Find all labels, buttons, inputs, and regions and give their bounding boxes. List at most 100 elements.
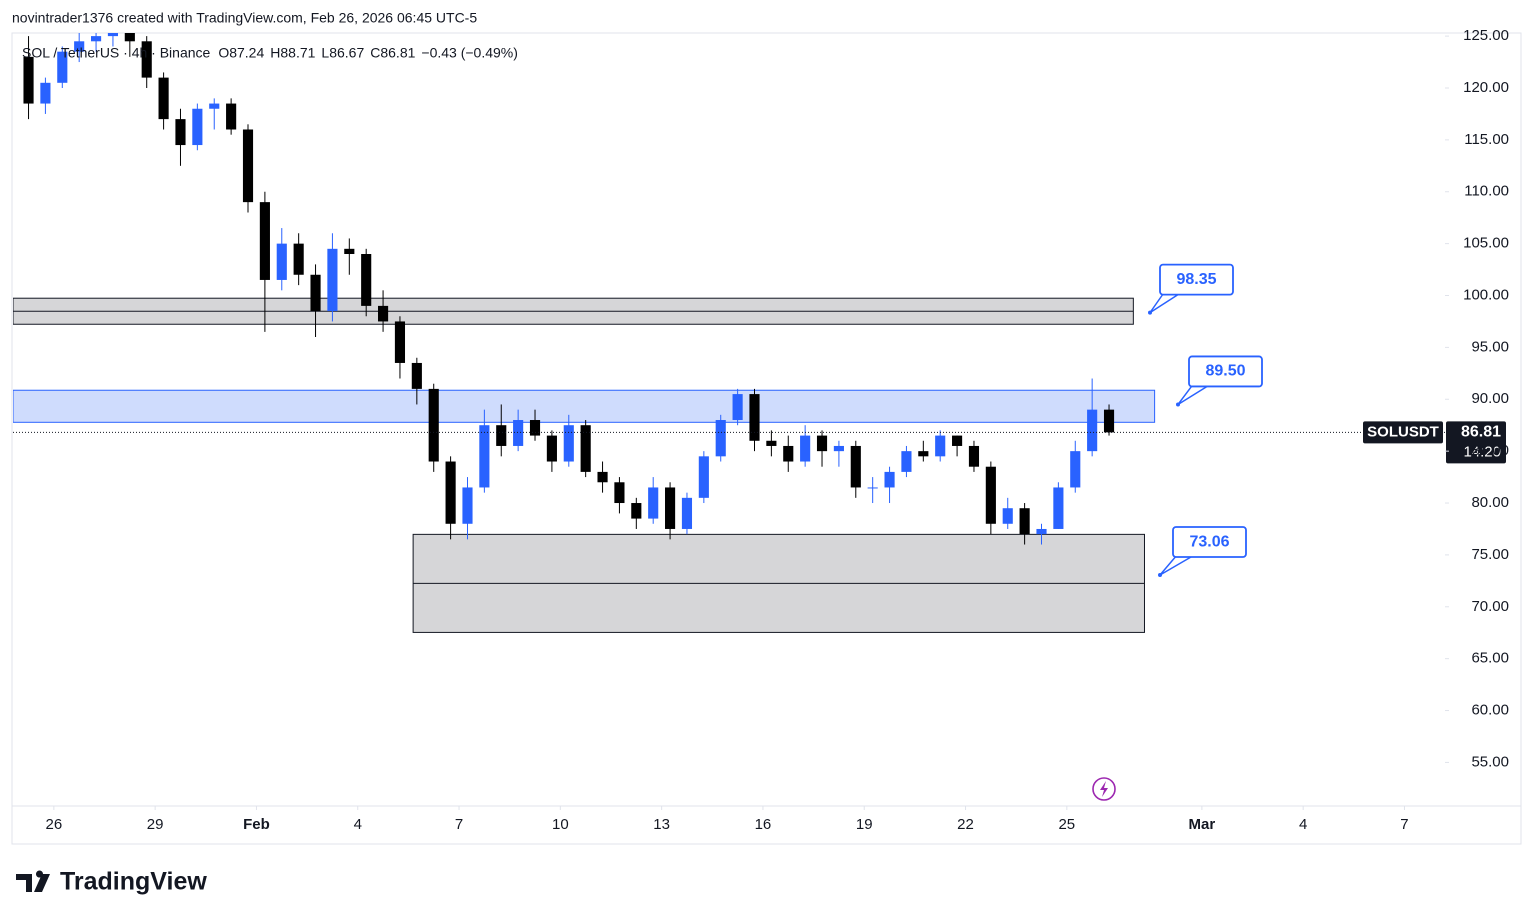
candle-body	[901, 451, 912, 472]
callout-dot	[1148, 310, 1152, 315]
candle-body	[546, 435, 557, 462]
x-tick-label: 4	[354, 816, 362, 833]
candle-body	[833, 445, 844, 452]
ohlc-value: O87.24	[218, 45, 264, 61]
x-tick-label: 26	[46, 816, 63, 833]
y-tick-label: 65.00	[1471, 650, 1509, 667]
candle-body	[816, 435, 828, 452]
candle-body	[344, 248, 355, 255]
candle-body	[445, 461, 456, 524]
x-tick-label: 16	[755, 816, 772, 833]
candle-body	[57, 51, 68, 83]
price-tag	[1446, 421, 1506, 464]
y-tick-label: 70.00	[1471, 598, 1509, 615]
x-tick-label: 29	[147, 816, 164, 833]
candle-body	[1036, 528, 1047, 535]
x-tick-label: 10	[552, 816, 569, 833]
callout-box	[1159, 263, 1234, 296]
candle-body	[496, 425, 507, 446]
candle-body	[158, 77, 169, 120]
callout-box	[1172, 526, 1247, 558]
candle-body	[766, 440, 777, 446]
y-tick-label: 55.00	[1471, 753, 1509, 770]
y-tick-label: 115.00	[1464, 131, 1509, 148]
y-tick-label: 105.00	[1463, 235, 1509, 252]
candle-body	[1002, 508, 1013, 524]
candle-body	[715, 420, 726, 457]
symbol-title: SOL / TetherUS · 4h · Binance	[22, 45, 211, 61]
candle-body	[276, 243, 287, 280]
ohlc-value: −0.43 (−0.49%)	[421, 45, 518, 61]
candle-body	[631, 503, 642, 519]
candle-body	[293, 243, 304, 275]
symbol-tag	[1363, 421, 1443, 444]
x-tick-label: 7	[455, 816, 463, 833]
countdown: 14:20	[1463, 443, 1501, 460]
candle-body	[665, 487, 676, 529]
candle-body	[107, 33, 119, 37]
lightning-bolt	[1100, 781, 1108, 797]
candle-body	[1087, 409, 1098, 452]
byline: novintrader1376 created with TradingView…	[12, 10, 477, 26]
candle-body	[800, 435, 811, 462]
candle-body	[1019, 508, 1030, 535]
y-tick-label: 90.00	[1471, 390, 1509, 407]
candle-body	[361, 254, 372, 306]
zone	[13, 389, 1156, 423]
candle-body	[783, 445, 794, 462]
candle-body	[513, 420, 524, 446]
y-tick-label: 80.00	[1471, 494, 1509, 511]
candle-body	[124, 33, 135, 42]
x-tick-label: Mar	[1189, 816, 1216, 833]
y-tick-label: 60.00	[1471, 702, 1509, 719]
candle-body	[580, 425, 591, 472]
candle-body	[209, 103, 220, 109]
callout-dot	[1176, 402, 1180, 407]
callout-label: 98.35	[1176, 271, 1216, 288]
candle-body	[259, 202, 270, 280]
candle-body	[1070, 451, 1081, 488]
callout-dot	[1158, 573, 1162, 578]
candle-body	[1103, 409, 1115, 433]
x-tick-label: Feb	[243, 816, 270, 833]
candle-body	[23, 56, 34, 104]
candle-body	[74, 41, 85, 52]
x-tick-label: 25	[1058, 816, 1075, 833]
candle-body	[90, 36, 102, 42]
overlay: SOLUSDT 86.81 14:20 98.35 89.50 73.06	[1148, 263, 1506, 578]
candle-body	[985, 466, 996, 524]
x-tick-label: 13	[653, 816, 670, 833]
candle-body	[918, 451, 929, 457]
candle-body	[952, 435, 963, 446]
candle-body	[378, 305, 389, 322]
candle-body	[428, 388, 439, 462]
ohlc-value: C86.81	[370, 45, 415, 61]
candle-body	[40, 82, 51, 104]
y-tick-label: 95.00	[1471, 338, 1509, 355]
plot	[13, 33, 1445, 633]
candle-body	[749, 394, 760, 441]
x-tick-label: 19	[856, 816, 873, 833]
x-tick-label: 22	[957, 816, 974, 833]
candle-body	[597, 471, 608, 483]
candle-body	[1053, 487, 1064, 529]
candle-body	[411, 362, 422, 389]
y-tick-label: 120.00	[1463, 79, 1509, 96]
ohlc-value: H88.71	[270, 45, 315, 61]
y-tick-label: 100.00	[1463, 286, 1509, 303]
candle-body	[175, 119, 186, 146]
candle-body	[968, 445, 980, 467]
candle-body	[310, 274, 321, 312]
candle-body	[563, 425, 574, 462]
candle-body	[648, 487, 659, 519]
candle-body	[242, 129, 254, 203]
brand: TradingView	[60, 868, 207, 896]
candle-body	[884, 471, 895, 488]
candle-body	[614, 482, 625, 504]
callout-pointer	[1159, 554, 1192, 576]
callout-pointer	[1149, 292, 1179, 314]
lightning-icon[interactable]	[1092, 777, 1116, 801]
candle-body	[935, 435, 946, 457]
price-tag-text: 86.81	[1461, 424, 1501, 441]
frame	[11, 32, 1522, 845]
